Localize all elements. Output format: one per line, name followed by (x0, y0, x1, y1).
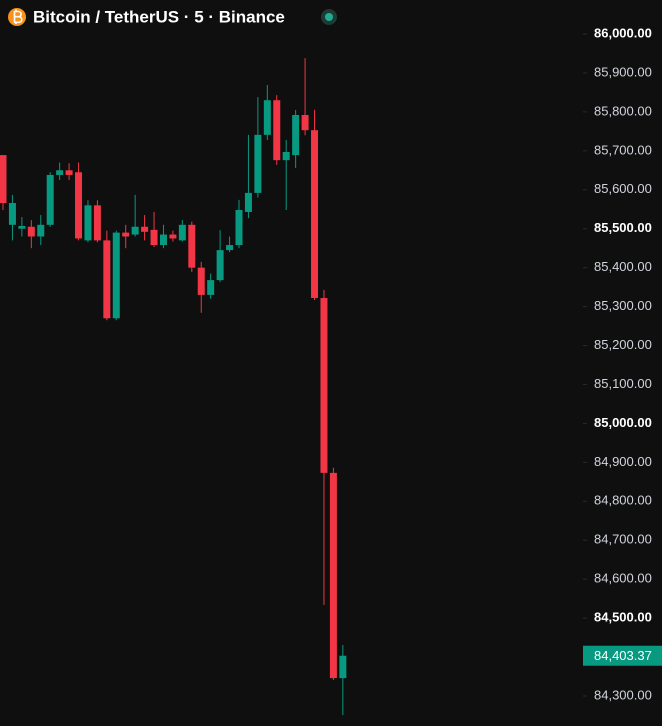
y-tick-label: 85,600.00 (594, 181, 652, 196)
candle-body (93, 205, 101, 241)
candle-body (244, 192, 252, 212)
candle-body (0, 155, 7, 204)
candle-body (329, 472, 337, 679)
candle-body (311, 130, 319, 299)
y-tick-label: 85,200.00 (594, 337, 652, 352)
candle-body (112, 232, 120, 319)
candle-body (159, 234, 167, 246)
candle-body (339, 655, 347, 679)
y-tick-label: 84,600.00 (594, 571, 652, 586)
candle-body (56, 170, 64, 175)
candle-body (282, 151, 290, 161)
y-tick-label: 85,400.00 (594, 259, 652, 274)
candle-body (197, 267, 205, 295)
last-price-label: 84,403.37 (594, 648, 652, 663)
candle-body (27, 226, 35, 237)
y-tick-label: 84,900.00 (594, 454, 652, 469)
candle-body (301, 114, 309, 131)
last-price-box (583, 645, 662, 666)
candle-body (292, 114, 300, 156)
y-tick-label: 85,300.00 (594, 298, 652, 313)
candle-body (150, 229, 158, 246)
candle-body (207, 280, 215, 295)
candle-body (65, 170, 73, 175)
y-tick-label: 84,800.00 (594, 493, 652, 508)
chart-title: Bitcoin / TetherUS · 5 · Binance (33, 7, 285, 26)
candle-body (37, 224, 45, 237)
candle-body (320, 298, 328, 473)
candle-body (141, 226, 149, 232)
coin-glyph (13, 9, 23, 24)
y-tick-label: 84,500.00 (594, 610, 652, 625)
candle-body (169, 234, 177, 239)
candle-body (178, 224, 186, 241)
candle-body (8, 203, 16, 225)
y-tick-label: 85,700.00 (594, 142, 652, 157)
y-tick-label: 85,100.00 (594, 376, 652, 391)
candle-body (216, 250, 224, 281)
candle-body (18, 225, 26, 229)
candle-body (226, 245, 234, 251)
candle-body (103, 240, 111, 319)
y-tick-label: 85,900.00 (594, 64, 652, 79)
y-tick-label: 84,700.00 (594, 532, 652, 547)
candle-body (75, 172, 83, 239)
candle-body (263, 100, 271, 135)
candle-body (254, 134, 262, 193)
candle-body (122, 232, 130, 237)
y-tick-label: 84,300.00 (594, 687, 652, 702)
status-dot (325, 13, 333, 21)
candle-body (131, 226, 139, 235)
y-tick-label: 85,500.00 (594, 220, 652, 235)
y-tick-label: 85,800.00 (594, 103, 652, 118)
candle-body (188, 224, 196, 268)
y-tick-label: 86,000.00 (594, 25, 652, 40)
candle-body (273, 100, 281, 161)
y-tick-label: 85,000.00 (594, 415, 652, 430)
candle-body (46, 174, 54, 225)
candle-body (235, 210, 243, 246)
candle-body (84, 205, 92, 241)
